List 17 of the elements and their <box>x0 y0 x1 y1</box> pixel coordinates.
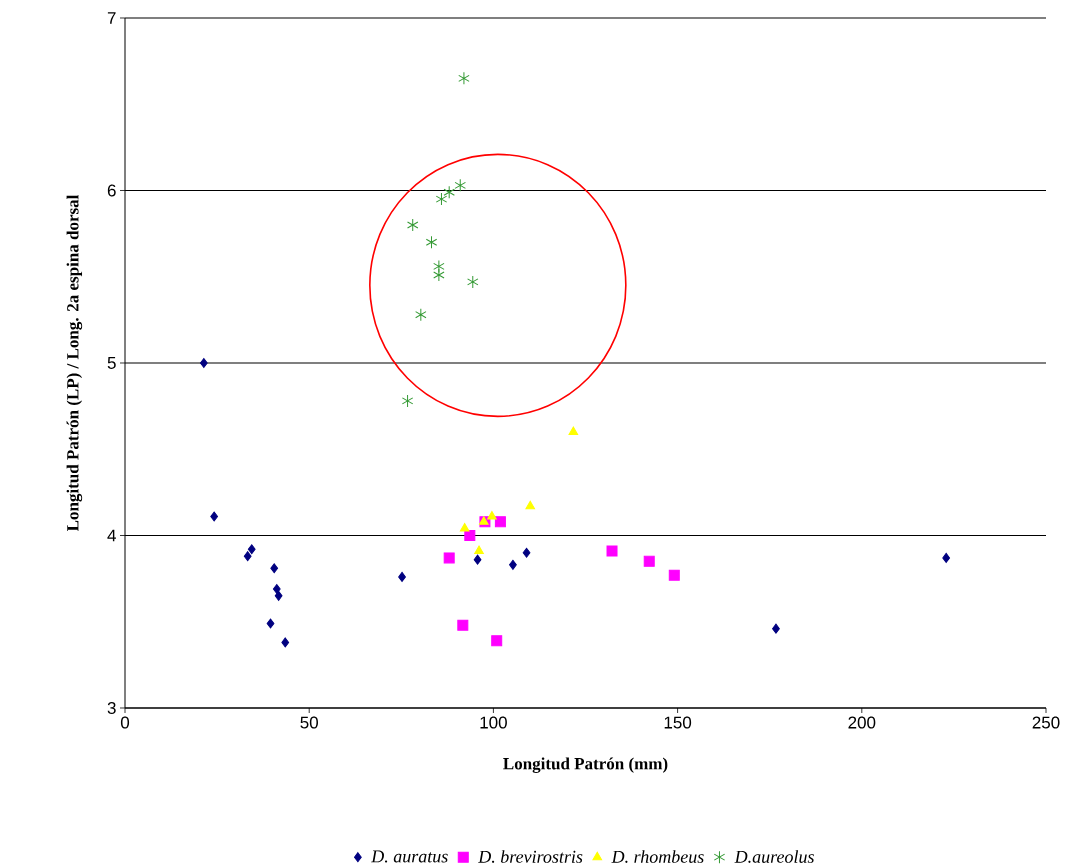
legend-label: D. brevirostris <box>478 850 583 863</box>
x-tick-label: 250 <box>1032 716 1060 729</box>
x-axis-title: Longitud Patrón (mm) <box>503 757 668 773</box>
x-tick-label: 200 <box>848 716 876 729</box>
y-axis-title: Longitud Patrón (LP) / Long. 2a espina dorsal <box>66 194 83 532</box>
x-tick-label: 100 <box>480 716 507 729</box>
y-tick-label: 5 <box>107 357 116 369</box>
legend-label: D.aureolus <box>734 850 814 863</box>
x-tick-label: 0 <box>120 716 130 729</box>
legend-label: D. rhombeus <box>611 850 704 863</box>
y-tick-label: 4 <box>107 529 116 542</box>
y-tick-label: 6 <box>107 184 116 197</box>
x-tick-label: 50 <box>300 716 318 729</box>
x-tick-label: 150 <box>664 716 692 729</box>
y-tick-label: 3 <box>107 701 116 715</box>
y-tick-label: 7 <box>107 12 116 24</box>
legend-label: D. auratus <box>371 850 448 863</box>
